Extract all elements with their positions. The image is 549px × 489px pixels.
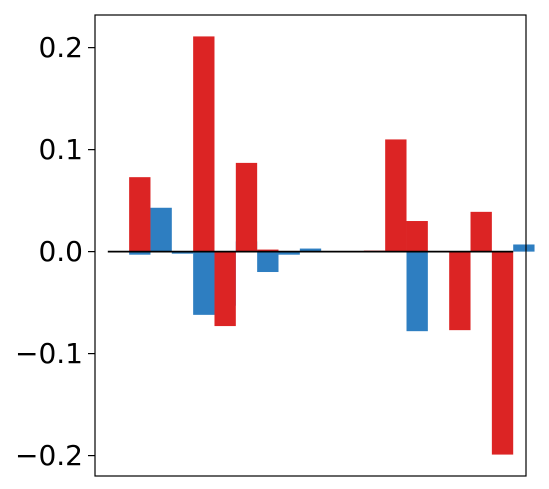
bar-series-0-8	[299, 248, 322, 252]
bar-series-0-2	[171, 251, 194, 254]
bar-series-1-4	[193, 36, 215, 252]
bar-series-1-14	[406, 221, 428, 252]
bar-series-1-7	[257, 249, 279, 252]
bar-series-1-13	[385, 139, 407, 252]
y-tick-label: 0.0	[38, 235, 83, 268]
bar-series-0-7	[278, 251, 300, 255]
bars	[129, 36, 535, 455]
y-tick-label: 0.2	[38, 31, 83, 64]
bar-series-1-6	[235, 162, 258, 252]
bar-series-0-6	[257, 251, 279, 273]
bar-series-1-18	[491, 251, 514, 455]
y-tick-label: −0.2	[15, 439, 83, 472]
bar-series-0-0	[129, 251, 151, 255]
y-axis-ticks: −0.2 −0.1 0.0 0.1 0.2	[15, 31, 95, 472]
bar-series-0-3	[193, 251, 215, 315]
bar-series-1-1	[129, 177, 151, 252]
y-tick-label: 0.1	[38, 133, 83, 166]
bar-series-1-16	[449, 251, 471, 331]
y-tick-label: −0.1	[15, 337, 83, 370]
bar-series-1-5	[214, 251, 236, 327]
bar-series-0-18	[513, 244, 535, 252]
bar-series-0-1	[150, 207, 172, 252]
bar-series-0-13	[406, 251, 428, 332]
plot-frame	[94, 14, 527, 477]
bar-series-1-17	[470, 211, 492, 252]
